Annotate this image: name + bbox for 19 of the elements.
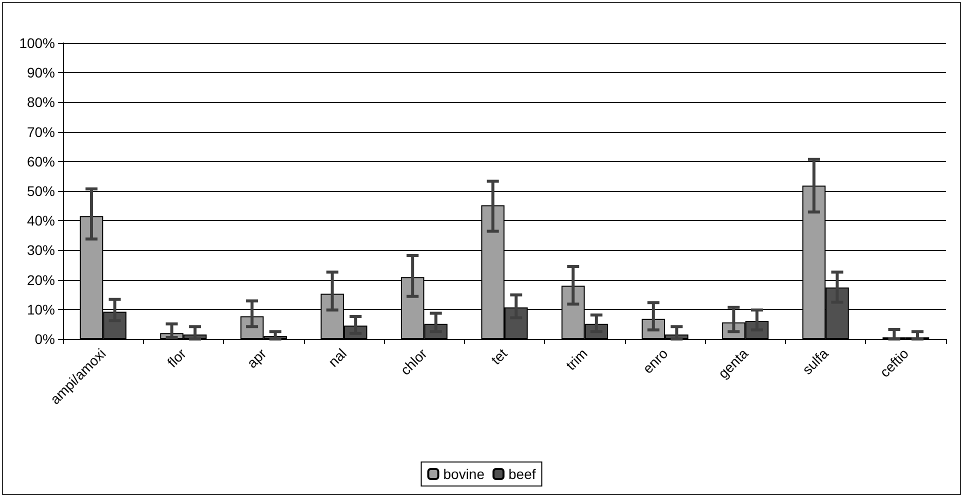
x-tick-label: trim bbox=[562, 345, 590, 374]
y-tick-label: 50% bbox=[26, 183, 55, 199]
legend-label: beef bbox=[508, 466, 536, 482]
y-tick-label: 100% bbox=[19, 35, 55, 51]
y-tick-label: 30% bbox=[26, 242, 55, 258]
y-tick-label: 70% bbox=[26, 124, 55, 140]
y-tick-label: 80% bbox=[26, 94, 55, 110]
x-tick-label: nal bbox=[325, 345, 350, 370]
x-tick-label: flor bbox=[164, 345, 190, 370]
y-tick-label: 40% bbox=[26, 212, 55, 229]
x-tick-label: tet bbox=[488, 345, 510, 368]
y-tick-label: 0% bbox=[34, 331, 55, 347]
y-tick-label: 90% bbox=[26, 64, 55, 81]
legend-label: bovine bbox=[443, 466, 485, 482]
x-tick-label: apr bbox=[244, 345, 270, 371]
y-tick-label: 60% bbox=[26, 153, 55, 170]
y-tick-label: 10% bbox=[26, 301, 55, 318]
x-tick-label: enro bbox=[640, 345, 671, 376]
y-tick-label: 20% bbox=[26, 272, 55, 288]
